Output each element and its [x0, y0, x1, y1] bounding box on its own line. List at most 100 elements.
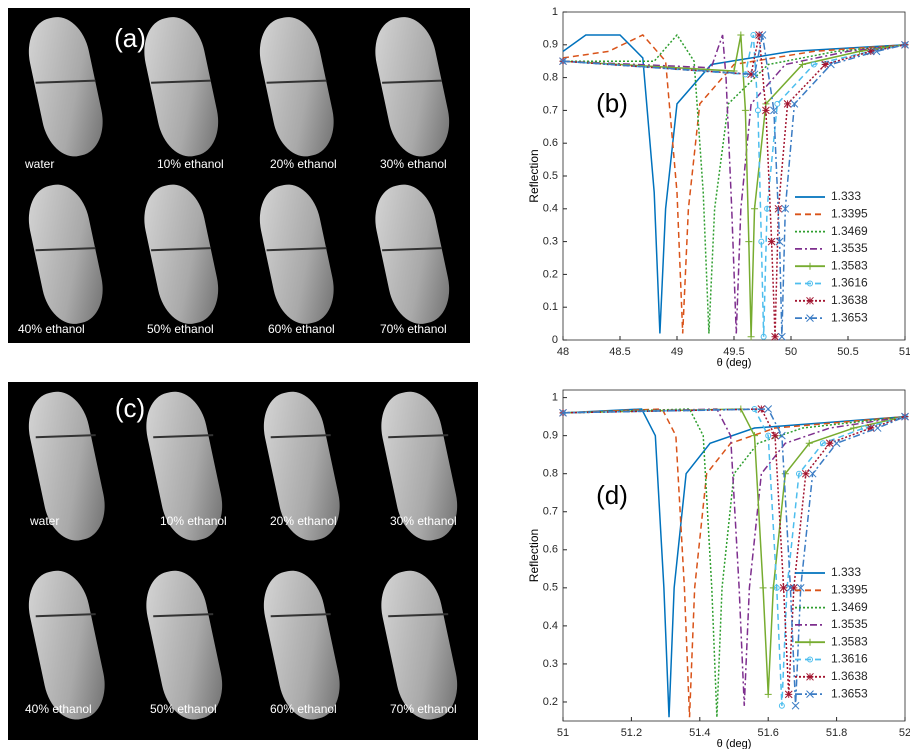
x-tick-label: 51	[557, 727, 569, 739]
capsule	[263, 391, 340, 541]
line	[562, 34, 906, 334]
capsule	[375, 17, 450, 157]
marker	[559, 57, 567, 66]
interface-line	[35, 613, 96, 618]
x-tick-label: 49.5	[723, 346, 744, 358]
interface-line	[35, 434, 96, 439]
marker	[750, 70, 759, 79]
marker	[758, 31, 767, 39]
capsule	[28, 391, 105, 541]
y-tick-label: 0.8	[543, 468, 558, 480]
caption: 70% ethanol	[380, 322, 447, 336]
plot-area	[562, 389, 906, 722]
panel-label: (b)	[596, 88, 628, 118]
y-tick-label: 0.8	[543, 72, 558, 84]
x-tick-label: 51.4	[689, 727, 710, 739]
line	[562, 34, 906, 334]
legend-label: 1.3469	[831, 600, 868, 614]
capsule	[259, 17, 334, 157]
marker	[806, 262, 814, 270]
y-tick-label: 0.7	[543, 506, 558, 518]
y-axis-label: Reflection	[527, 529, 541, 582]
legend-label: 1.3469	[831, 224, 868, 238]
marker	[825, 439, 834, 448]
caption: 40% ethanol	[18, 322, 85, 336]
marker	[786, 583, 795, 592]
caption: 10% ethanol	[160, 514, 227, 528]
y-tick-label: 0.6	[543, 544, 558, 556]
legend-label: 1.3535	[831, 241, 868, 255]
marker	[807, 280, 813, 287]
y-tick-label: 0.4	[543, 620, 558, 632]
marker	[781, 470, 789, 478]
marker	[751, 432, 759, 440]
panel-label: (c)	[115, 393, 145, 423]
caption: 60% ethanol	[270, 702, 337, 716]
legend-label: 1.3638	[831, 293, 868, 307]
line	[562, 408, 906, 706]
caption: 10% ethanol	[157, 157, 224, 171]
marker	[771, 332, 779, 341]
legend-label: 1.3583	[831, 634, 868, 648]
capsule	[28, 17, 103, 157]
y-tick-label: 0.5	[543, 582, 558, 594]
legend-label: 1.333	[831, 189, 861, 203]
legend-label: 1.3583	[831, 258, 868, 272]
marker	[819, 440, 826, 447]
y-tick-label: 0.1	[543, 301, 558, 313]
marker	[778, 702, 785, 709]
marker	[791, 701, 800, 710]
interface-line	[151, 247, 212, 252]
legend-label: 1.3535	[831, 617, 868, 631]
marker	[747, 333, 755, 341]
line	[562, 408, 906, 718]
marker	[805, 439, 813, 447]
marker	[806, 296, 814, 305]
line	[562, 408, 906, 718]
marker	[764, 205, 771, 212]
x-tick-label: 48.5	[609, 346, 630, 358]
marker	[745, 238, 753, 246]
x-tick-label: 48	[557, 346, 569, 358]
marker	[759, 584, 767, 592]
capsule	[146, 391, 223, 541]
legend-label: 1.3638	[831, 669, 868, 683]
marker	[806, 690, 814, 698]
marker	[764, 405, 773, 413]
x-tick-label: 51	[899, 346, 910, 358]
interface-line	[35, 247, 96, 252]
interface-line	[266, 247, 327, 252]
series-group	[559, 405, 909, 718]
line	[562, 408, 906, 718]
caption: 20% ethanol	[270, 514, 337, 528]
legend-label: 1.3616	[831, 652, 868, 666]
marker	[795, 470, 802, 477]
x-tick-label: 51.8	[826, 727, 847, 739]
interface-line	[270, 613, 331, 618]
capsule	[263, 570, 340, 720]
y-tick-label: 0.3	[543, 658, 558, 670]
marker	[771, 431, 779, 440]
y-tick-label: 0.2	[543, 696, 558, 708]
x-tick-label: 50	[785, 346, 797, 358]
legend-label: 1.3653	[831, 686, 868, 700]
marker	[741, 106, 749, 114]
caption: 70% ethanol	[390, 702, 457, 716]
marker	[779, 583, 788, 592]
capsule	[375, 184, 450, 324]
marker	[559, 408, 567, 417]
marker	[806, 672, 814, 681]
capsule	[144, 184, 219, 324]
marker	[807, 656, 813, 663]
marker	[827, 60, 835, 69]
marker	[850, 424, 858, 432]
marker	[784, 690, 793, 699]
interface-line	[388, 613, 449, 618]
interface-line	[153, 613, 214, 618]
y-tick-label: 0.7	[543, 104, 558, 116]
line	[562, 408, 906, 706]
marker	[832, 439, 841, 448]
marker	[755, 31, 763, 39]
capsule	[146, 570, 223, 720]
marker	[747, 70, 755, 79]
